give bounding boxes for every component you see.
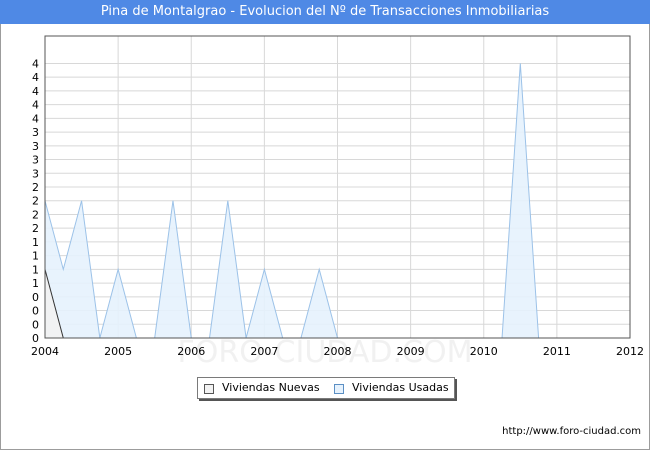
x-tick-label: 2004 bbox=[31, 345, 59, 358]
chart-title: Pina de Montalgrao - Evolucion del Nº de… bbox=[0, 0, 650, 24]
x-tick-label: 2012 bbox=[616, 345, 644, 358]
series-area-viviendas-usadas bbox=[45, 63, 630, 339]
x-tick-label: 2009 bbox=[397, 345, 425, 358]
legend-swatch-nuevas bbox=[204, 384, 214, 394]
y-tick-label: 4 bbox=[32, 71, 39, 84]
y-tick-label: 4 bbox=[32, 85, 39, 98]
legend-label-usadas: Viviendas Usadas bbox=[352, 381, 449, 394]
y-tick-label: 2 bbox=[32, 208, 39, 221]
y-tick-label: 4 bbox=[32, 99, 39, 112]
x-tick-label: 2007 bbox=[250, 345, 278, 358]
plot-border bbox=[44, 35, 631, 339]
y-tick-label: 1 bbox=[32, 250, 39, 263]
y-tick-label: 3 bbox=[32, 167, 39, 180]
x-tick-label: 2005 bbox=[104, 345, 132, 358]
legend-label-nuevas: Viviendas Nuevas bbox=[222, 381, 320, 394]
y-tick-label: 1 bbox=[32, 263, 39, 276]
y-tick-label: 0 bbox=[32, 332, 39, 345]
x-tick-label: 2010 bbox=[470, 345, 498, 358]
y-tick-label: 1 bbox=[32, 277, 39, 290]
y-tick-label: 4 bbox=[32, 57, 39, 70]
y-tick-label: 4 bbox=[32, 112, 39, 125]
y-tick-label: 2 bbox=[32, 222, 39, 235]
watermark: FORO-CIUDAD.COM bbox=[178, 335, 473, 370]
y-tick-label: 0 bbox=[32, 305, 39, 318]
y-tick-label: 3 bbox=[32, 126, 39, 139]
x-tick-label: 2006 bbox=[177, 345, 205, 358]
y-tick-label: 2 bbox=[32, 195, 39, 208]
source-credit: http://www.foro-ciudad.com bbox=[502, 426, 641, 437]
legend: Viviendas Nuevas Viviendas Usadas bbox=[197, 377, 455, 399]
y-tick-label: 0 bbox=[32, 318, 39, 331]
y-tick-label: 0 bbox=[32, 291, 39, 304]
x-tick-label: 2008 bbox=[324, 345, 352, 358]
x-tick-label: 2011 bbox=[543, 345, 571, 358]
y-tick-label: 2 bbox=[32, 181, 39, 194]
y-tick-label: 3 bbox=[32, 154, 39, 167]
series-line-viviendas-nuevas bbox=[44, 269, 64, 339]
y-tick-label: 3 bbox=[32, 140, 39, 153]
y-tick-label: 1 bbox=[32, 236, 39, 249]
legend-swatch-usadas bbox=[334, 384, 344, 394]
